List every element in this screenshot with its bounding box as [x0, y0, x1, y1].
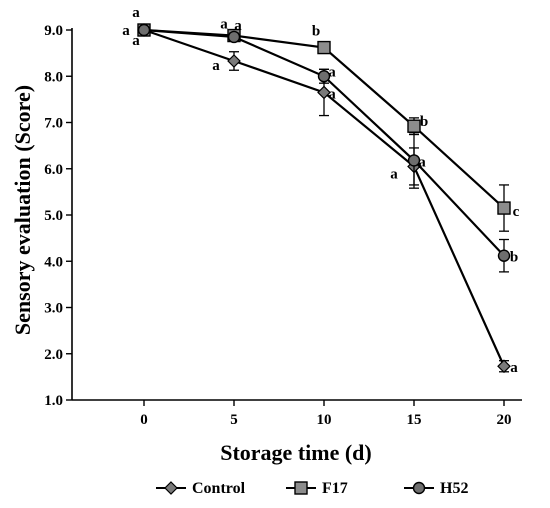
data-point: [227, 30, 241, 44]
significance-letter: a: [328, 64, 336, 80]
legend-marker: [164, 481, 178, 495]
legend-label: F17: [322, 480, 348, 497]
data-point: [137, 23, 151, 37]
series-f17: [137, 23, 511, 232]
axes: 1.0 2.0 3.0 4.0 5.0 6.0 7.0 8.0 9.0 0 5 10 15 20: [44, 23, 522, 428]
significance-letter: a: [418, 154, 426, 170]
significance-letter: b: [420, 114, 428, 130]
data-point: [317, 85, 331, 100]
x-axis-title: Storage time (d): [220, 440, 372, 465]
x-tick-label: 20: [497, 412, 512, 428]
significance-letter: a: [122, 23, 130, 39]
x-tick-label: 10: [317, 412, 332, 428]
significance-letter: a: [132, 5, 140, 21]
data-point: [497, 249, 511, 262]
significance-letter: a: [212, 58, 220, 74]
y-tick-label: 6.0: [44, 162, 63, 178]
legend: Control F17 H52: [156, 480, 468, 497]
data-point: [407, 154, 421, 167]
y-tick-label: 3.0: [44, 301, 63, 317]
y-tick-label: 2.0: [44, 347, 63, 363]
legend-label: H52: [440, 480, 468, 497]
significance-letter: b: [312, 24, 320, 40]
series-line: [143, 28, 505, 209]
y-axis-title: Sensory evaluation (Score): [10, 85, 35, 335]
significance-letter: a: [220, 17, 228, 33]
legend-item-h52: H52: [404, 480, 468, 497]
significance-letter: a: [510, 360, 518, 376]
significance-letter: a: [234, 18, 242, 34]
data-point: [317, 70, 331, 83]
data-point: [227, 54, 241, 68]
significance-letter: b: [510, 250, 518, 266]
data-point: [317, 40, 331, 55]
y-tick-label: 5.0: [44, 208, 63, 224]
x-tick-label: 15: [407, 412, 422, 428]
x-tick-label: 0: [140, 412, 148, 428]
series-layer: [137, 23, 511, 374]
series-line: [143, 28, 505, 257]
x-tick-label: 5: [230, 412, 238, 428]
legend-marker: [412, 481, 426, 495]
legend-label: Control: [192, 480, 246, 497]
data-point: [407, 119, 421, 133]
significance-letter: a: [132, 33, 140, 49]
data-point: [497, 359, 511, 374]
data-point: [497, 201, 511, 215]
y-tick-label: 9.0: [44, 23, 63, 39]
significance-letter: a: [328, 86, 336, 102]
y-tick-label: 1.0: [44, 393, 63, 409]
significance-letter: c: [513, 204, 520, 220]
series-h52: [137, 23, 511, 273]
legend-marker: [294, 481, 308, 495]
legend-item-f17: F17: [286, 480, 348, 497]
y-tick-label: 4.0: [44, 254, 63, 270]
significance-letter: a: [390, 166, 398, 182]
y-tick-label: 8.0: [44, 69, 63, 85]
y-tick-label: 7.0: [44, 116, 63, 132]
legend-item-control: Control: [156, 480, 246, 497]
